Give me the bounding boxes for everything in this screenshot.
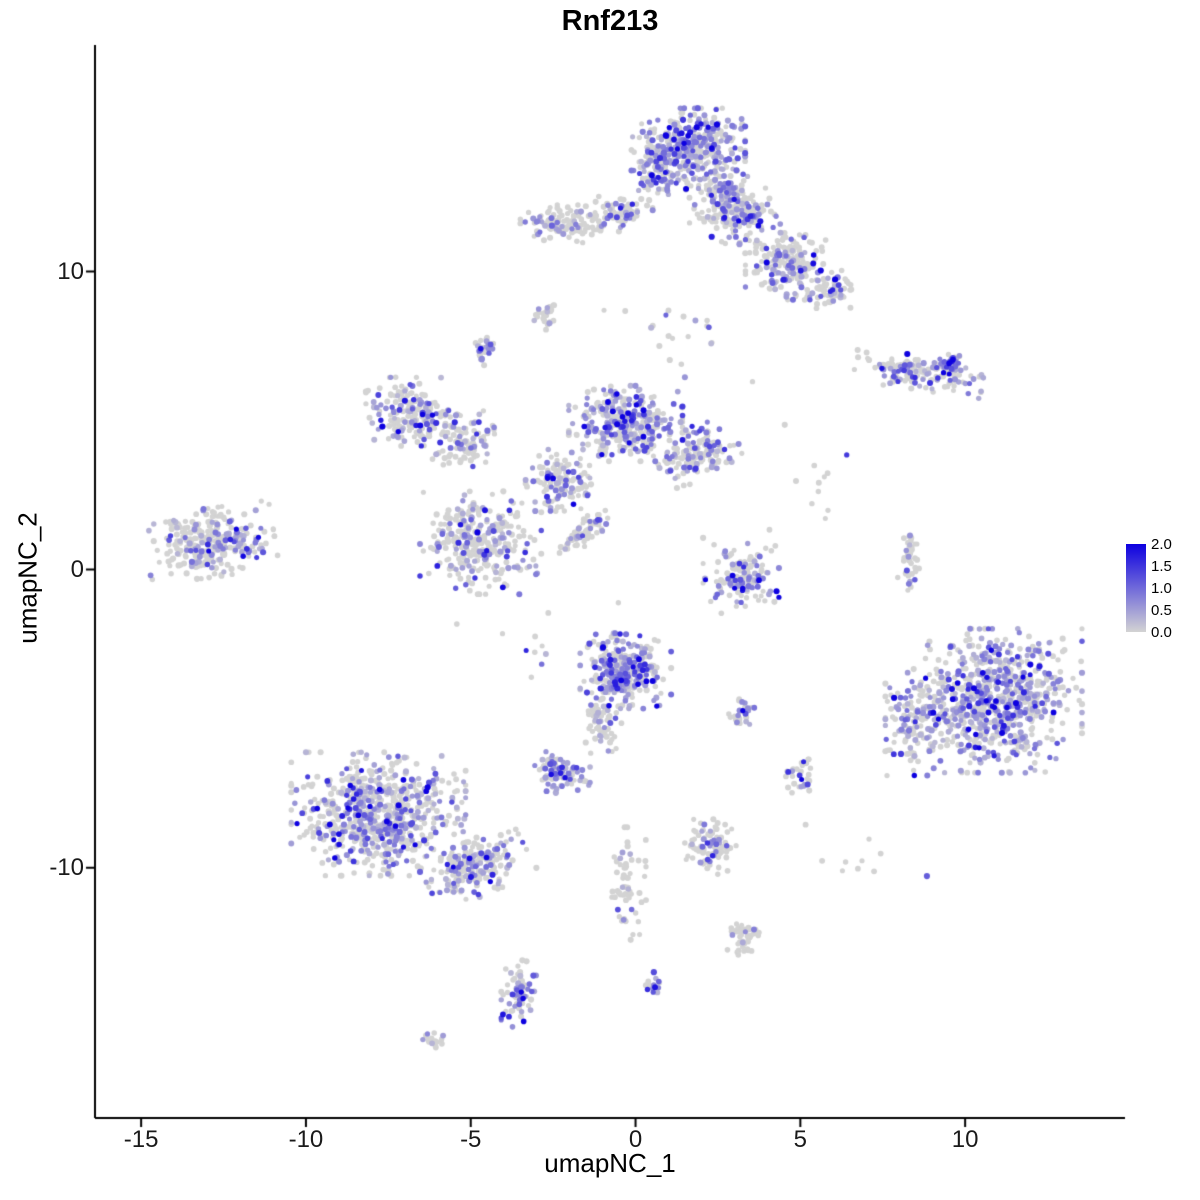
plot-title: Rnf213 [561, 5, 659, 37]
legend-tick-label: 1.5 [1151, 557, 1172, 575]
legend-tick-label: 0.0 [1151, 623, 1172, 641]
legend-tick-label: 0.5 [1151, 601, 1172, 619]
y-axis-label: umapNC_2 [12, 512, 43, 644]
legend-gradient-bar [1126, 544, 1146, 632]
expression-legend: 2.0 1.5 1.0 0.5 0.0 [1126, 537, 1200, 640]
legend-tick-label: 2.0 [1151, 535, 1172, 553]
legend-tick-label: 1.0 [1151, 579, 1172, 597]
x-axis-label: umapNC_1 [544, 1148, 676, 1178]
